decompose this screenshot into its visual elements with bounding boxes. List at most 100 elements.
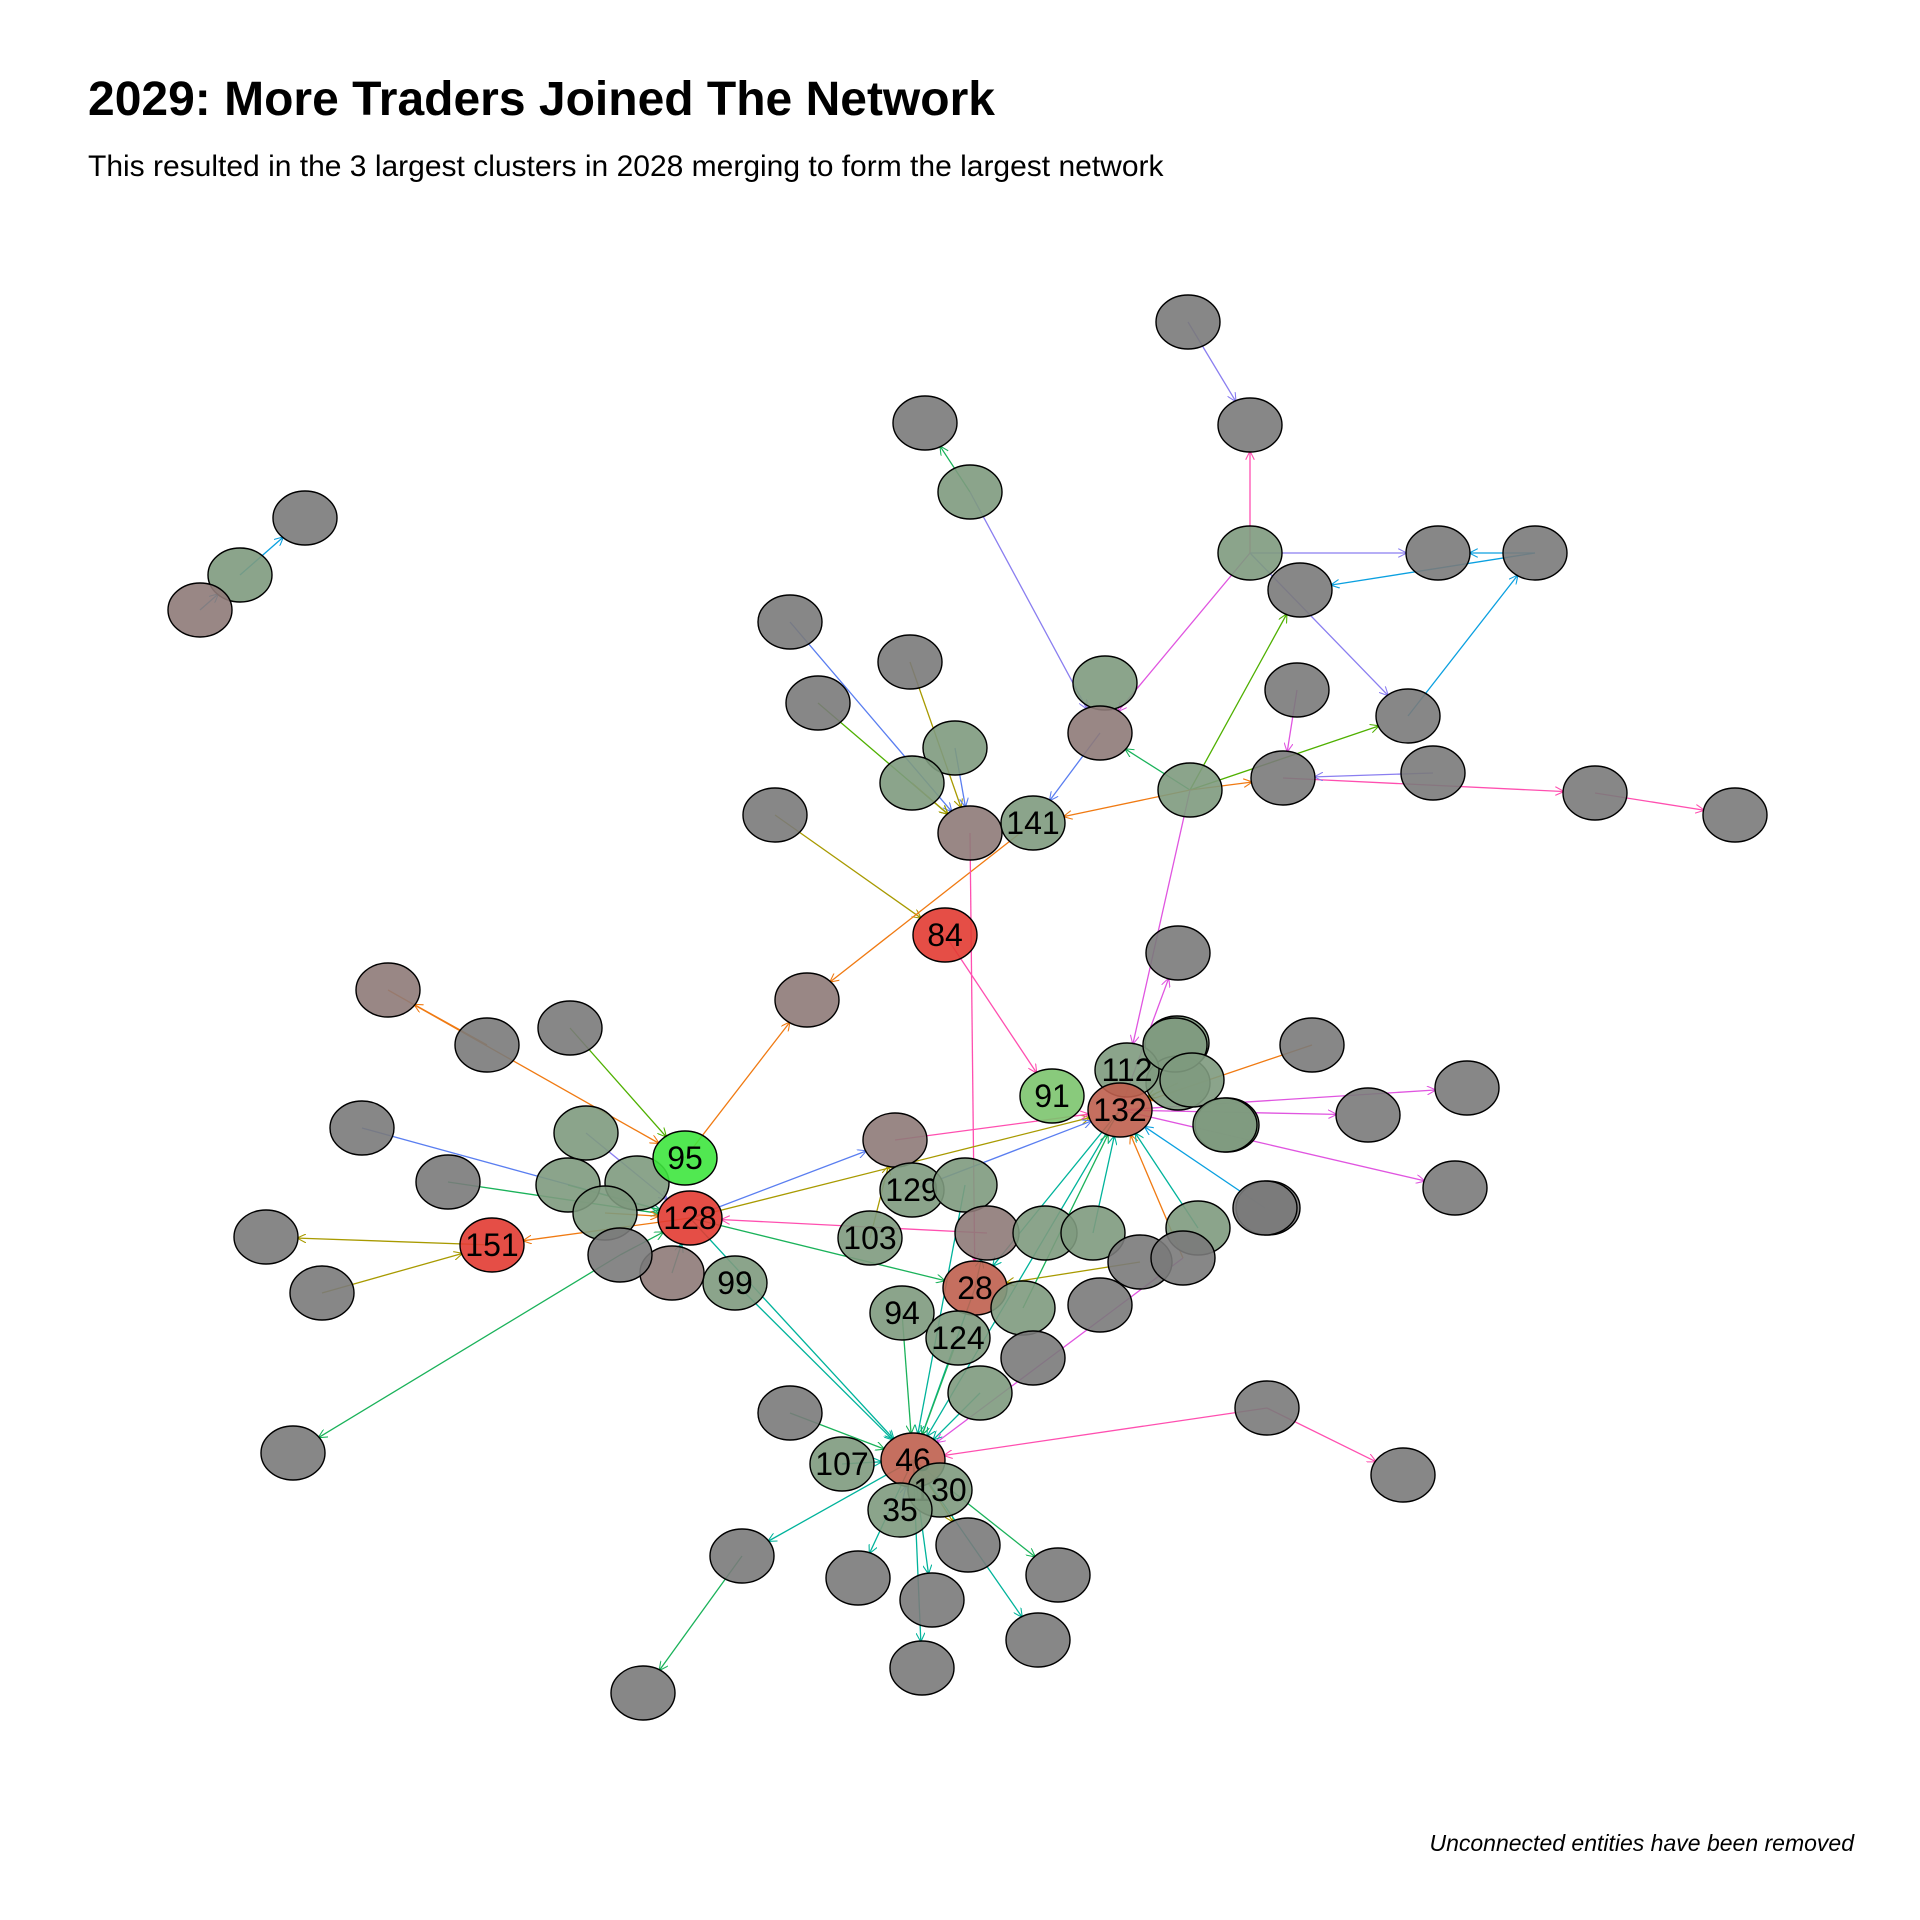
node-a12[interactable]	[1067, 705, 1133, 761]
node-a5[interactable]	[1267, 562, 1333, 618]
node-129[interactable]: 129	[879, 1162, 945, 1218]
node-c11[interactable]	[1192, 1097, 1258, 1153]
node-d9[interactable]	[610, 1665, 676, 1721]
node-a15[interactable]	[1400, 745, 1466, 801]
node-circle	[892, 395, 958, 451]
node-c14[interactable]	[1150, 1230, 1216, 1286]
node-circle	[774, 972, 840, 1028]
node-b21[interactable]	[932, 1157, 998, 1213]
node-circle	[879, 755, 945, 811]
node-a6[interactable]	[937, 464, 1003, 520]
node-b17[interactable]	[289, 1265, 355, 1321]
node-d11[interactable]	[260, 1425, 326, 1481]
node-c16[interactable]	[1434, 1060, 1500, 1116]
node-a13[interactable]	[1157, 762, 1223, 818]
node-99[interactable]: 99	[702, 1255, 768, 1311]
node-91[interactable]: 91	[1019, 1068, 1085, 1124]
node-b2[interactable]	[355, 962, 421, 1018]
node-c17[interactable]	[1422, 1160, 1488, 1216]
node-d3[interactable]	[825, 1550, 891, 1606]
node-124[interactable]: 124	[925, 1310, 991, 1366]
node-d5[interactable]	[935, 1517, 1001, 1573]
node-circle	[877, 634, 943, 690]
node-c6[interactable]	[1067, 1277, 1133, 1333]
node-b1[interactable]	[742, 787, 808, 843]
node-d8[interactable]	[889, 1640, 955, 1696]
node-141[interactable]: 141	[1000, 795, 1066, 851]
node-circle	[867, 1482, 933, 1538]
node-d1[interactable]	[709, 1528, 775, 1584]
node-a14[interactable]	[1250, 750, 1316, 806]
node-132[interactable]: 132	[1087, 1082, 1153, 1138]
node-151[interactable]: 151	[459, 1217, 525, 1273]
node-a22[interactable]	[879, 755, 945, 811]
node-g1[interactable]	[272, 490, 338, 546]
node-95[interactable]: 95	[652, 1130, 718, 1186]
node-a16[interactable]	[1562, 765, 1628, 821]
node-b7[interactable]	[553, 1105, 619, 1161]
node-b4[interactable]	[774, 972, 840, 1028]
node-d4[interactable]	[899, 1572, 965, 1628]
node-d2[interactable]	[757, 1385, 823, 1441]
node-35[interactable]: 35	[867, 1482, 933, 1538]
node-b20[interactable]	[862, 1112, 928, 1168]
node-circle	[757, 594, 823, 650]
node-103[interactable]: 103	[837, 1210, 903, 1266]
node-b22[interactable]	[954, 1205, 1020, 1261]
node-c10[interactable]	[1159, 1052, 1225, 1108]
node-c18[interactable]	[1234, 1380, 1300, 1436]
node-circle	[954, 1205, 1020, 1261]
node-b5[interactable]	[537, 1000, 603, 1056]
node-g3[interactable]	[167, 582, 233, 638]
node-84[interactable]: 84	[912, 907, 978, 963]
node-107[interactable]: 107	[809, 1436, 875, 1492]
node-d6[interactable]	[1025, 1547, 1091, 1603]
node-circle	[1335, 1087, 1401, 1143]
node-b19[interactable]	[587, 1227, 653, 1283]
node-label: 35	[882, 1492, 918, 1528]
node-a17[interactable]	[1702, 787, 1768, 843]
node-a2[interactable]	[1217, 397, 1283, 453]
node-a21[interactable]	[922, 720, 988, 776]
node-b3[interactable]	[454, 1017, 520, 1073]
node-c12[interactable]	[1279, 1017, 1345, 1073]
node-c7[interactable]	[990, 1280, 1056, 1336]
node-a4[interactable]	[1217, 525, 1283, 581]
node-circle	[1217, 525, 1283, 581]
node-c2[interactable]	[1060, 1205, 1126, 1261]
node-112[interactable]: 112	[1094, 1042, 1160, 1098]
node-128[interactable]: 128	[657, 1190, 723, 1246]
node-d7[interactable]	[1005, 1612, 1071, 1668]
node-a1[interactable]	[1155, 294, 1221, 350]
node-a7[interactable]	[1405, 525, 1471, 581]
node-c13[interactable]	[1232, 1180, 1298, 1236]
node-g2[interactable]	[207, 547, 273, 603]
node-c15[interactable]	[1335, 1087, 1401, 1143]
node-a9[interactable]	[1264, 662, 1330, 718]
node-a8[interactable]	[1502, 525, 1568, 581]
node-28[interactable]: 28	[942, 1260, 1008, 1316]
node-label: 129	[885, 1172, 938, 1208]
node-b6[interactable]	[329, 1100, 395, 1156]
node-b8[interactable]	[1145, 925, 1211, 981]
node-c19[interactable]	[947, 1365, 1013, 1421]
node-circle	[709, 1528, 775, 1584]
node-a19[interactable]	[877, 634, 943, 690]
node-circle	[825, 1550, 891, 1606]
node-label: 151	[465, 1227, 518, 1263]
node-94[interactable]: 94	[869, 1285, 935, 1341]
node-a11[interactable]	[1072, 655, 1138, 711]
node-a3[interactable]	[892, 395, 958, 451]
node-label: 95	[667, 1140, 703, 1176]
node-circle	[869, 1285, 935, 1341]
node-circle	[1502, 525, 1568, 581]
node-a20[interactable]	[785, 675, 851, 731]
node-a18[interactable]	[757, 594, 823, 650]
node-d10[interactable]	[1370, 1447, 1436, 1503]
node-b16[interactable]	[233, 1209, 299, 1265]
node-b15[interactable]	[415, 1154, 481, 1210]
node-circle	[922, 720, 988, 776]
node-a23[interactable]	[937, 805, 1003, 861]
node-a10[interactable]	[1375, 688, 1441, 744]
node-c8[interactable]	[1000, 1330, 1066, 1386]
